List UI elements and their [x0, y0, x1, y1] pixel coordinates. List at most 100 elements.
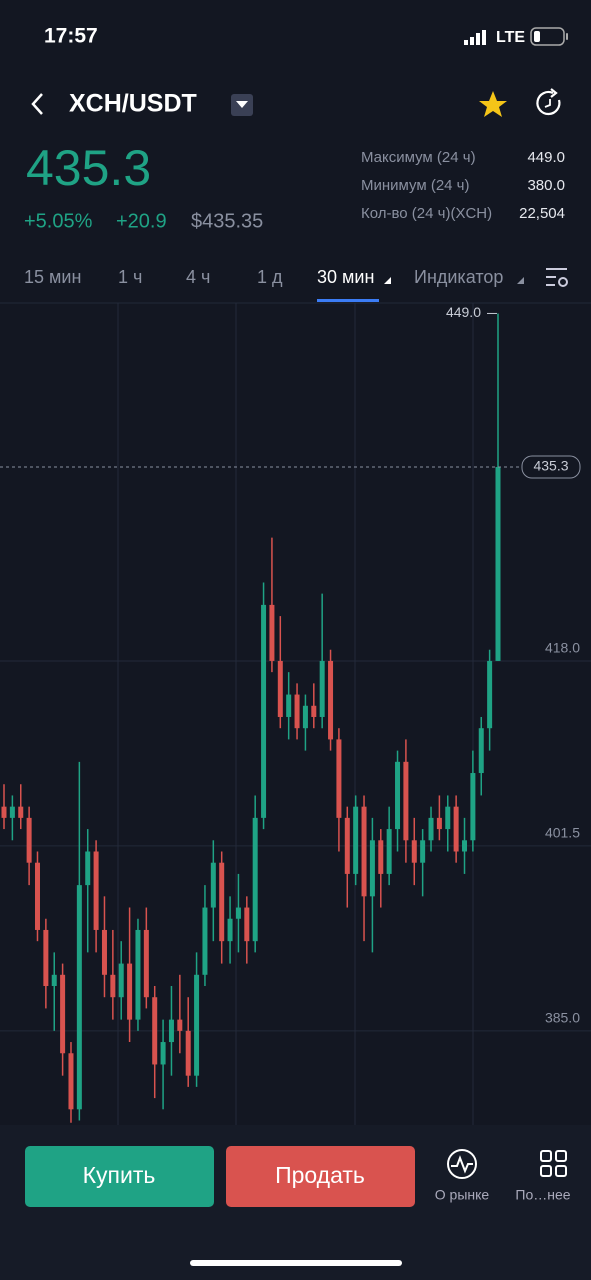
change-percent: +5.05% — [24, 210, 93, 232]
market-label[interactable]: О рынке — [435, 1187, 490, 1203]
candle-body — [386, 829, 392, 874]
candle-body — [1, 806, 7, 818]
battery-icon — [530, 27, 568, 46]
candle-body — [60, 974, 66, 1054]
home-indicator — [190, 1260, 402, 1266]
candle-body — [395, 761, 401, 830]
candle-body — [478, 728, 484, 774]
back-button[interactable] — [31, 93, 43, 115]
dropdown-caret — [517, 277, 524, 284]
candle-body — [261, 604, 267, 818]
last-price-label: 435.3 — [533, 458, 568, 474]
candle-body — [110, 974, 116, 998]
timeframe-tab[interactable]: 1 ч — [118, 267, 142, 287]
stat-value: 449.0 — [527, 149, 565, 166]
dropdown-caret — [384, 277, 391, 284]
pair-dropdown[interactable] — [231, 94, 253, 116]
buy-button[interactable] — [25, 1146, 214, 1207]
candle-body — [118, 963, 124, 998]
candle-body — [252, 817, 258, 942]
candle-body — [445, 806, 451, 830]
candle-body — [344, 817, 350, 874]
timeframe-tab[interactable]: 15 мин — [24, 267, 81, 287]
high-marker-label: 449.0 — [446, 304, 481, 320]
stat-label: Максимум (24 ч) — [361, 149, 476, 166]
candle-body — [244, 907, 250, 942]
network-label: LTE — [496, 29, 525, 46]
y-tick-label: 385.0 — [545, 1010, 580, 1026]
candle-body — [51, 974, 57, 987]
candle-body — [26, 817, 32, 863]
active-tab-indicator — [317, 299, 379, 302]
candle-body — [235, 907, 241, 919]
candle-body — [302, 705, 308, 729]
usd-price: $435.35 — [191, 210, 263, 232]
candle-body — [227, 918, 233, 942]
y-tick-label: 418.0 — [545, 640, 580, 656]
candle-body — [411, 840, 417, 863]
candle-body — [294, 694, 300, 729]
candle-body — [269, 604, 275, 661]
candle-body — [336, 739, 342, 818]
candle-body — [378, 840, 384, 874]
candle-body — [219, 862, 225, 942]
candle-body — [487, 660, 493, 729]
chart-settings-icon[interactable] — [546, 268, 568, 287]
candle-body — [43, 929, 49, 987]
timeframe-tab[interactable]: 30 мин — [317, 267, 374, 287]
candle-body — [34, 862, 40, 930]
status-time: 17:57 — [44, 25, 98, 48]
candle-body — [202, 907, 208, 975]
candle-body — [428, 817, 434, 841]
timeframe-tab[interactable]: Индикатор — [414, 267, 503, 287]
candle-body — [93, 851, 99, 930]
signal-icon — [464, 30, 486, 45]
candle-body — [152, 997, 158, 1065]
more-label[interactable]: По…нее — [515, 1187, 570, 1203]
last-price-box — [521, 455, 581, 479]
candle-body — [403, 761, 409, 841]
last-price: 435.3 — [26, 140, 151, 196]
candle-body — [311, 705, 317, 717]
candle-body — [143, 929, 149, 998]
sell-button[interactable] — [226, 1146, 415, 1207]
pair-title[interactable]: XCH/USDT — [69, 90, 197, 118]
timeframe-tab[interactable]: 4 ч — [186, 267, 210, 287]
stat-label: Кол-во (24 ч)(XCH) — [361, 205, 492, 222]
candle-body — [361, 806, 367, 897]
candle-body — [194, 974, 200, 1076]
candle-body — [185, 1030, 191, 1076]
candle-body — [286, 694, 292, 717]
timeframe-tab[interactable]: 1 д — [257, 267, 283, 287]
favorite-star[interactable] — [479, 91, 507, 117]
candle-body — [470, 773, 476, 841]
candle-body — [319, 660, 325, 717]
more-icon[interactable] — [540, 1150, 567, 1177]
candle-body — [462, 840, 468, 852]
candle-body — [168, 1019, 174, 1043]
stat-label: Минимум (24 ч) — [361, 177, 470, 194]
sell-label[interactable]: Продать — [275, 1162, 365, 1188]
candle-body — [369, 840, 375, 897]
candle-body — [18, 806, 24, 818]
candle-body — [420, 840, 426, 863]
change-value: +20.9 — [116, 210, 167, 232]
candle-body — [135, 929, 141, 1020]
candle-body — [177, 1019, 183, 1031]
stat-value: 22,504 — [519, 205, 565, 222]
stat-value: 380.0 — [527, 177, 565, 194]
candle-body — [76, 885, 82, 1110]
candle-body — [495, 467, 501, 661]
candle-body — [453, 806, 459, 852]
candle-body — [277, 660, 283, 717]
market-icon[interactable] — [447, 1149, 477, 1179]
candle-body — [436, 817, 442, 830]
candle-body — [101, 929, 107, 975]
vertical-grid — [117, 303, 474, 1125]
candle-body — [328, 660, 334, 740]
refresh-icon[interactable] — [536, 88, 561, 116]
candle-body — [9, 806, 15, 818]
buy-label[interactable]: Купить — [83, 1162, 156, 1188]
